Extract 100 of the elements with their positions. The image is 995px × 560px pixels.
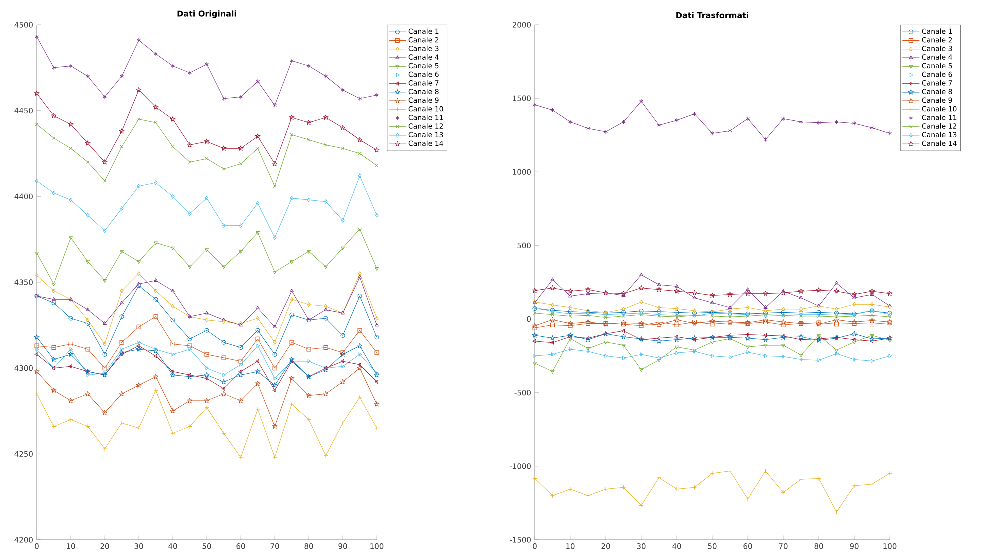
point (51, 113, 57, 118)
point (746, 306, 750, 310)
point (188, 266, 192, 270)
point (568, 338, 572, 342)
point (256, 79, 260, 84)
point (154, 314, 158, 320)
point (120, 340, 124, 345)
point (764, 306, 768, 310)
point (870, 314, 874, 318)
point (120, 347, 124, 352)
point (658, 306, 662, 310)
point (622, 307, 626, 312)
point (154, 288, 158, 294)
point (728, 338, 732, 342)
point (358, 275, 362, 279)
point (639, 503, 644, 508)
point (586, 494, 591, 498)
point (746, 116, 750, 122)
point (764, 469, 768, 474)
point (171, 145, 175, 149)
point (781, 490, 786, 495)
point (622, 344, 626, 348)
point (711, 354, 715, 358)
point (781, 322, 786, 328)
point (239, 224, 243, 228)
point (86, 308, 90, 312)
point (34, 368, 40, 374)
point (622, 314, 626, 318)
point (323, 114, 329, 120)
point (745, 290, 751, 296)
point (852, 296, 856, 300)
point (358, 152, 362, 156)
point (870, 334, 874, 338)
point (887, 290, 893, 296)
point (256, 316, 260, 321)
point (289, 376, 295, 381)
point (221, 391, 227, 396)
point (136, 344, 140, 348)
point (273, 324, 277, 328)
point (568, 306, 572, 310)
point (640, 300, 644, 304)
point (86, 424, 90, 429)
point (120, 300, 124, 304)
point (764, 308, 768, 314)
point (550, 278, 555, 282)
point (853, 358, 857, 362)
point (729, 356, 733, 360)
point (52, 345, 56, 350)
point (68, 122, 74, 127)
point (675, 346, 679, 350)
point (550, 340, 554, 345)
point (136, 324, 142, 330)
point (289, 356, 295, 362)
point (357, 365, 363, 371)
point (52, 288, 56, 294)
point (308, 359, 312, 364)
point (256, 344, 260, 348)
point (238, 359, 244, 364)
point (206, 366, 210, 370)
point (374, 147, 380, 153)
point (222, 340, 226, 345)
point (340, 333, 346, 338)
point (341, 218, 345, 223)
point (728, 333, 732, 338)
point (34, 334, 40, 340)
point (154, 278, 158, 282)
point (120, 314, 124, 320)
point (604, 130, 608, 134)
point (870, 336, 875, 342)
point (532, 288, 538, 294)
point (154, 121, 158, 125)
point (586, 347, 590, 351)
point (120, 145, 124, 149)
point (710, 300, 714, 304)
point (222, 96, 226, 102)
point (103, 321, 107, 325)
point (357, 137, 363, 142)
point (568, 294, 572, 298)
point (222, 320, 226, 324)
point (204, 138, 210, 144)
point (188, 160, 192, 164)
point (120, 74, 124, 79)
point (640, 368, 644, 372)
point (622, 485, 626, 490)
point (676, 351, 680, 356)
point (170, 431, 176, 436)
point (120, 352, 124, 357)
point (800, 358, 804, 362)
point (188, 344, 192, 348)
point (550, 285, 556, 291)
point (834, 317, 840, 322)
point (532, 323, 538, 328)
point (532, 326, 538, 330)
point (204, 328, 210, 333)
point (137, 184, 141, 189)
point (136, 382, 142, 388)
point (86, 347, 90, 352)
point (640, 272, 644, 276)
point (799, 354, 804, 358)
point (358, 294, 362, 298)
